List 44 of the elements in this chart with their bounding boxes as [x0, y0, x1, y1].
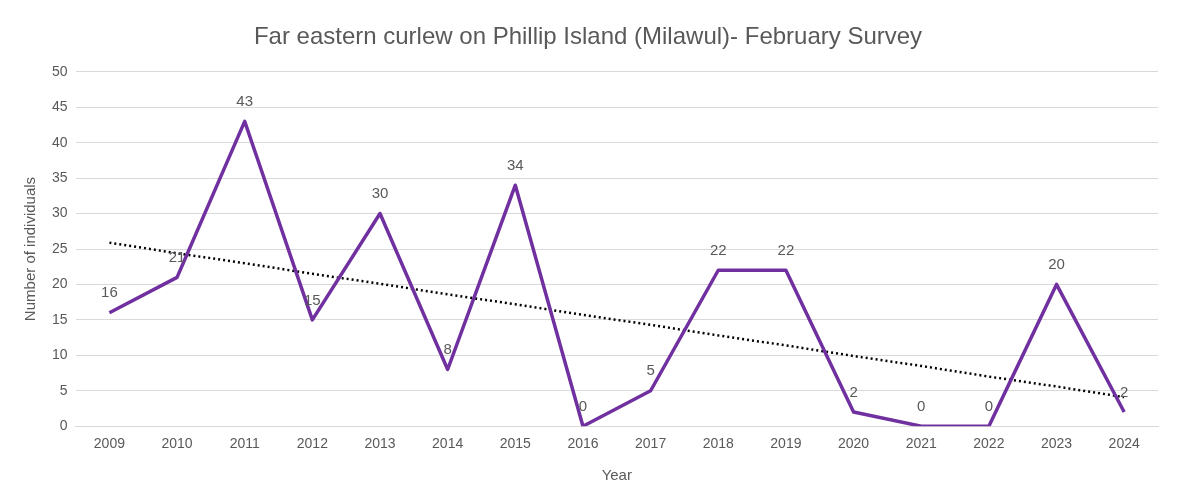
x-axis-title: Year [601, 466, 632, 484]
x-tick-label: 2019 [770, 435, 802, 452]
data-label: 0 [578, 396, 588, 414]
y-tick-label: 20 [51, 275, 68, 292]
data-label: 2 [849, 382, 858, 400]
y-axis-title: Number of individuals [21, 176, 39, 322]
x-tick-label: 2017 [635, 435, 667, 452]
y-tick-label: 30 [51, 204, 68, 221]
x-tick-label: 2024 [1108, 435, 1140, 452]
data-label: 34 [506, 155, 524, 173]
data-label: 22 [777, 240, 795, 258]
x-tick-label: 2021 [905, 435, 937, 452]
y-tick-label: 50 [51, 62, 68, 79]
y-tick-label: 25 [51, 239, 68, 256]
data-label: 30 [371, 184, 389, 202]
x-tick-label: 2022 [973, 435, 1005, 452]
x-tick-label: 2011 [229, 435, 260, 452]
y-tick-label: 15 [51, 310, 68, 327]
data-label: 5 [646, 361, 655, 379]
x-tick-label: 2015 [499, 435, 532, 452]
y-tick-label: 40 [51, 133, 68, 150]
chart-title: Far eastern curlew on Phillip Island (Milawul)- February Survey [253, 22, 923, 50]
data-label: 43 [236, 92, 254, 110]
x-tick-label: 2018 [702, 435, 735, 452]
data-label: 22 [709, 240, 727, 258]
y-tick-label: 35 [51, 168, 68, 185]
x-tick-label: 2013 [364, 435, 396, 452]
data-label: 8 [443, 340, 452, 358]
x-tick-label: 2020 [837, 435, 870, 452]
data-label: 16 [101, 283, 118, 301]
data-label: 0 [917, 396, 926, 414]
x-tick-label: 2012 [296, 435, 329, 452]
x-tick-label: 2014 [432, 435, 464, 452]
data-label: 20 [1048, 255, 1065, 273]
y-tick-label: 10 [51, 346, 68, 363]
data-label: 0 [984, 396, 994, 414]
y-tick-label: 5 [59, 381, 68, 398]
x-tick-label: 2016 [567, 435, 599, 452]
y-tick-label: 45 [51, 98, 68, 115]
y-tick-label: 0 [59, 417, 68, 434]
data-label: 2 [1120, 382, 1129, 400]
x-tick-label: 2010 [161, 435, 193, 452]
x-tick-label: 2009 [93, 435, 126, 452]
x-tick-label: 2023 [1040, 435, 1073, 452]
